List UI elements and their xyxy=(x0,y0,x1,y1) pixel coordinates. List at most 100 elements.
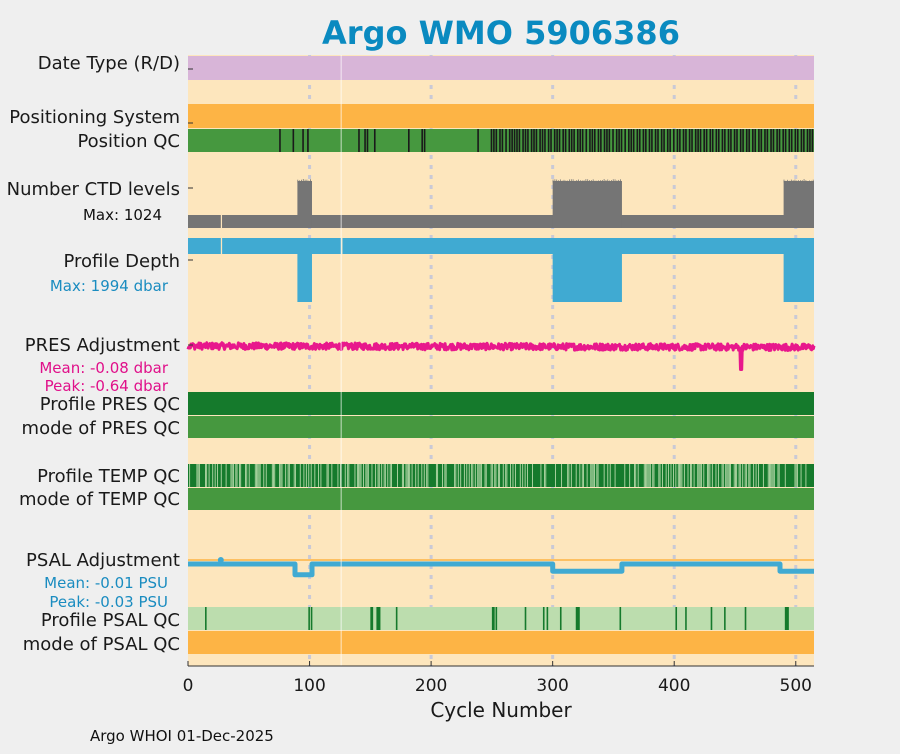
position-qc-bad-mark xyxy=(603,129,606,152)
profile-psal-qc-mark xyxy=(546,607,549,630)
profile-temp-qc-stripe xyxy=(457,464,459,487)
profile-temp-qc-stripe xyxy=(681,464,683,487)
profile-temp-qc-stripe xyxy=(474,464,476,487)
position-qc-bad-mark xyxy=(608,129,611,152)
position-qc-bad-mark xyxy=(581,129,584,152)
ctd-levels-tip xyxy=(590,180,592,184)
profile-temp-qc-stripe xyxy=(728,464,730,487)
profile-temp-qc-stripe xyxy=(592,464,594,487)
profile-temp-qc-stripe xyxy=(442,464,443,487)
psal-adjustment-spike xyxy=(217,557,224,563)
profile-temp-qc-stripe xyxy=(540,464,542,487)
profile-temp-qc-stripe xyxy=(670,464,672,487)
profile-temp-qc-stripe xyxy=(709,464,711,487)
position-qc-bad-mark xyxy=(739,129,742,152)
position-qc-bad-mark xyxy=(636,129,639,152)
profile-temp-qc-stripe xyxy=(748,464,750,487)
position-qc-bad-mark xyxy=(576,129,579,152)
profile-psal-qc-mark xyxy=(559,607,562,630)
profile-temp-qc-stripe xyxy=(477,464,479,487)
profile-temp-qc-stripe xyxy=(637,464,639,487)
profile-temp-qc-stripe xyxy=(531,464,533,487)
mode-psal-qc-band xyxy=(188,631,814,654)
profile-temp-qc-stripe xyxy=(772,464,774,487)
profile-temp-qc-stripe xyxy=(454,464,456,487)
profile-temp-qc-stripe xyxy=(225,464,227,487)
profile-temp-qc-stripe xyxy=(274,464,276,487)
profile-temp-qc-stripe xyxy=(607,464,609,487)
profile-temp-qc-stripe xyxy=(703,464,705,487)
profile-temp-qc-stripe xyxy=(725,464,727,487)
profile-temp-qc-stripe xyxy=(189,464,191,487)
ctd-levels-tip xyxy=(302,179,304,183)
x-tick-label: 300 xyxy=(536,676,568,696)
profile-temp-qc-stripe xyxy=(679,464,680,487)
position-qc-bad-mark xyxy=(589,129,591,152)
position-qc-bad-mark xyxy=(776,129,778,152)
profile-temp-qc-stripe xyxy=(375,464,377,487)
position-qc-bad-mark xyxy=(715,129,718,152)
ctd-levels-tip xyxy=(581,180,583,184)
position-qc-bad-mark xyxy=(809,129,811,152)
ctd-levels-tip xyxy=(301,179,302,183)
profile-temp-qc-stripe xyxy=(371,464,373,487)
ctd-levels-high-bar xyxy=(783,181,814,228)
profile-temp-qc-stripe xyxy=(744,464,746,487)
ctd-levels-tip xyxy=(570,179,572,183)
profile-psal-qc-mark xyxy=(685,607,687,630)
position-qc-bad-mark xyxy=(660,129,663,152)
profile-psal-qc-mark xyxy=(784,607,787,630)
label-ctd-levels: Number CTD levels xyxy=(7,179,180,200)
profile-temp-qc-stripe xyxy=(445,464,447,487)
profile-temp-qc-stripe xyxy=(480,464,482,487)
x-tick-label: 200 xyxy=(415,676,447,696)
position-qc-bad-mark xyxy=(742,129,744,152)
profile-temp-qc-stripe xyxy=(248,464,250,487)
profile-temp-qc-stripe xyxy=(742,464,744,487)
profile-temp-qc-stripe xyxy=(593,464,595,487)
profile-temp-qc-stripe xyxy=(771,464,773,487)
profile-temp-qc-stripe xyxy=(423,464,425,487)
ctd-levels-tip xyxy=(618,179,620,183)
position-qc-bad-mark xyxy=(570,129,573,152)
ctd-levels-tip xyxy=(812,179,814,183)
profile-psal-qc-mark xyxy=(371,607,374,630)
profile-temp-qc-stripe xyxy=(246,464,248,487)
profile-temp-qc-stripe xyxy=(629,464,631,487)
profile-temp-qc-stripe xyxy=(495,464,497,487)
position-qc-bad-mark xyxy=(541,129,544,152)
profile-temp-qc-stripe xyxy=(485,464,487,487)
ctd-levels-tip xyxy=(304,179,306,183)
profile-temp-qc-stripe xyxy=(254,464,256,487)
ctd-levels-tip xyxy=(594,180,596,184)
profile-psal-qc-mark xyxy=(576,607,579,630)
ctd-levels-tip xyxy=(558,180,559,184)
profile-temp-qc-stripe xyxy=(463,464,465,487)
profile-temp-qc-stripe xyxy=(331,464,333,487)
profile-temp-qc-stripe xyxy=(770,464,772,487)
x-axis-ticks: 0 100 200 300 400 500 xyxy=(183,661,814,696)
label-pres-mean: Mean: -0.08 dbar xyxy=(39,359,169,377)
profile-temp-qc-stripe xyxy=(494,464,496,487)
profile-temp-qc-stripe xyxy=(691,464,693,487)
position-qc-bad-mark xyxy=(505,129,507,152)
ctd-levels-tip xyxy=(616,180,618,184)
position-qc-bad-mark xyxy=(760,129,763,152)
profile-temp-qc-stripe xyxy=(795,464,797,487)
profile-temp-qc-stripe xyxy=(586,464,588,487)
profile-psal-qc-mark xyxy=(710,607,713,630)
profile-temp-qc-stripe xyxy=(235,464,237,487)
profile-temp-qc-stripe xyxy=(658,464,660,487)
profile-temp-qc-stripe xyxy=(527,464,528,487)
position-qc-bad-mark xyxy=(766,129,769,152)
profile-temp-qc-stripe xyxy=(259,464,261,487)
position-qc-bad-mark xyxy=(711,129,714,152)
label-psal-mean: Mean: -0.01 PSU xyxy=(44,574,168,592)
ctd-levels-tip xyxy=(308,180,310,184)
profile-temp-qc-stripe xyxy=(310,464,312,487)
ctd-levels-tip xyxy=(790,179,792,183)
profile-temp-qc-stripe xyxy=(721,464,723,487)
profile-temp-qc-stripe xyxy=(581,464,583,487)
profile-temp-qc-band xyxy=(188,464,814,487)
position-qc-bad-mark xyxy=(733,129,736,152)
